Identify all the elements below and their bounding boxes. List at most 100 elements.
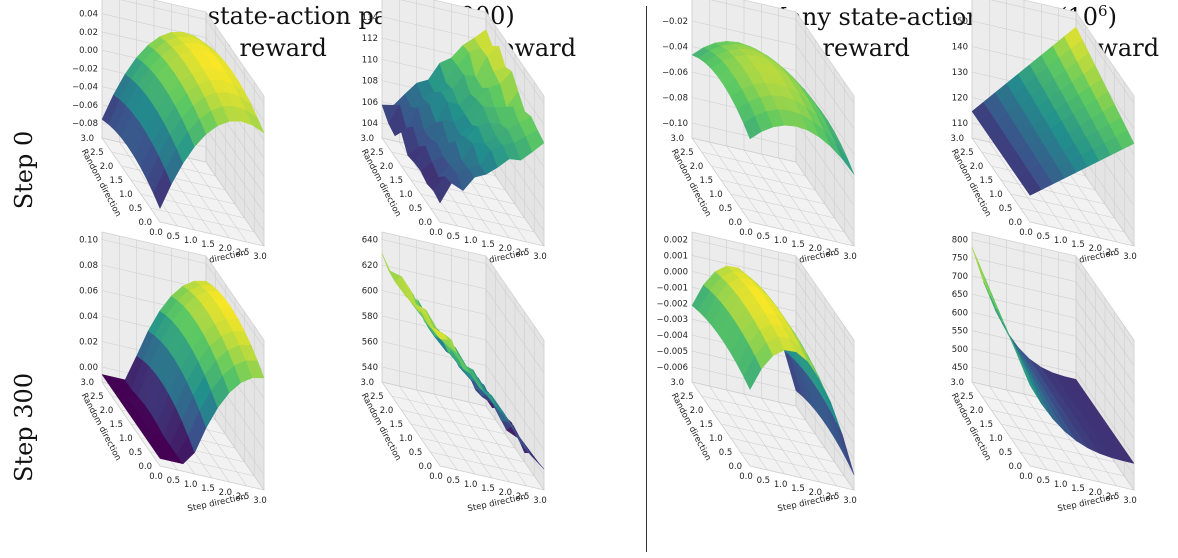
y-tick-label: 0.0 (1008, 218, 1022, 228)
x-tick-label: 2.0 (499, 244, 513, 254)
z-tick-label: 0.00 (669, 0, 688, 2)
y-tick-label: 0.5 (999, 448, 1013, 458)
x-tick-label: 1.5 (791, 240, 805, 250)
y-tick-label: 1.5 (389, 420, 403, 430)
surface-facet (245, 360, 265, 379)
x-tick-label: 3.0 (253, 496, 267, 506)
x-tick-label: 1.0 (464, 480, 478, 490)
z-tick-label: 120 (952, 94, 968, 104)
x-tick-label: 0.0 (739, 228, 753, 238)
y-tick-label: 1.5 (109, 420, 123, 430)
x-tick-label: 3.0 (253, 252, 267, 262)
surface-plot-svg: 0.0 0.5 1.0 1.5 2.0 2.5 3.00.00.51.01.52.02.53… (72, 0, 267, 270)
z-tick-label: 114 (362, 13, 378, 23)
y-tick-label: 2.0 (690, 162, 704, 172)
surface-facet (1115, 450, 1135, 464)
z-tick-label: 0.001 (664, 251, 688, 261)
x-tick-label: 0.0 (429, 472, 443, 482)
y-tick-label: 3.0 (80, 134, 94, 144)
z-tick-label: 108 (362, 77, 378, 87)
z-tick-label: 130 (952, 68, 968, 78)
group-divider (646, 6, 647, 552)
surface-plot-many-true-step300: 0.0 0.5 1.0 1.5 2.0 2.5 3.0 0.0 0.5 1.0 1.5 2.0 2.5 3… (946, 231, 1178, 552)
y-tick-label: 2.5 (680, 148, 694, 158)
z-tick-label: −0.005 (657, 347, 688, 357)
z-tick-label: −0.02 (662, 17, 688, 27)
z-tick-label: 160 (952, 0, 968, 2)
surface-mesh (971, 246, 1135, 464)
surface-plot-svg: 0.0 0.5 1.0 1.5 2.0 2.5 3.00.00.51.01.52.02.53… (359, 0, 547, 270)
surface-plot-svg: 0.0 0.5 1.0 1.5 2.0 2.5 3.00.00.51.01.52.02.53… (662, 0, 857, 270)
z-tick-label: −0.04 (72, 83, 98, 93)
x-tick-label: 2.5 (236, 492, 250, 502)
y-tick-label: 1.5 (979, 176, 993, 186)
surface-mesh (691, 40, 855, 175)
y-tick-label: 2.0 (380, 406, 394, 416)
y-tick-label: 2.0 (970, 162, 984, 172)
z-tick-label: 0.04 (79, 10, 98, 20)
gridlines (691, 0, 855, 247)
z-tick-label: −0.06 (662, 68, 688, 78)
x-tick-label: 0.0 (429, 228, 443, 238)
z-tick-label: −0.08 (72, 119, 98, 129)
surface-facet (525, 129, 545, 153)
z-tick-label: 106 (362, 98, 378, 108)
x-tick-label: 1.5 (791, 484, 805, 494)
z-tick-label: 540 (362, 363, 378, 373)
x-tick-label: 2.5 (1106, 248, 1120, 258)
x-tick-label: 0.5 (1037, 232, 1051, 242)
z-tick-label: −0.002 (657, 299, 688, 309)
x-tick-label: 0.5 (167, 232, 181, 242)
z-tick-label: 0.06 (79, 287, 98, 297)
x-tick-label: 0.5 (447, 476, 461, 486)
x-tick-label: 2.0 (809, 488, 823, 498)
y-tick-label: 2.0 (100, 162, 114, 172)
z-tick-label: 600 (952, 308, 968, 318)
z-tick-label: 0.06 (79, 0, 98, 2)
x-tick-label: 1.5 (481, 240, 495, 250)
y-tick-label: 1.5 (979, 420, 993, 430)
z-tick-label: 600 (362, 287, 378, 297)
x-axis-label: Step direction (467, 492, 527, 514)
y-tick-label: 1.5 (699, 176, 713, 186)
group-title-many-exponent: 6 (1098, 2, 1108, 20)
y-tick-label: 3.0 (670, 134, 684, 144)
y-tick-label: 0.5 (999, 204, 1013, 214)
x-tick-label: 2.0 (499, 488, 513, 498)
z-tick-label: 112 (362, 34, 378, 44)
surface-facet (245, 109, 265, 134)
x-tick-label: 2.0 (219, 244, 233, 254)
z-tick-label: 0.04 (79, 312, 98, 322)
y-tick-label: 0.0 (138, 218, 152, 228)
x-tick-label: 1.5 (1071, 240, 1085, 250)
surface-plot-many-true-step0: 0.0 0.5 1.0 1.5 2.0 2.5 3.0 0.0 0.5 1.0 1.5 2.0 2.5 3… (946, 0, 1178, 308)
x-tick-label: 1.0 (184, 480, 198, 490)
y-tick-label: 3.0 (80, 378, 94, 388)
surface-plot-few-true-step300: 0.0 0.5 1.0 1.5 2.0 2.5 3.0 0.0 0.5 1.0 1.5 2.0 2.5 3… (356, 231, 616, 552)
surface-mesh (101, 31, 265, 210)
z-tick-label: 750 (952, 254, 968, 264)
x-tick-label: 3.0 (533, 496, 547, 506)
z-tick-label: 110 (362, 55, 378, 65)
y-tick-label: 1.0 (119, 434, 133, 444)
y-tick-label: 0.0 (728, 462, 742, 472)
x-tick-label: 1.5 (201, 484, 215, 494)
y-tick-label: 1.0 (989, 434, 1003, 444)
y-tick-label: 2.0 (690, 406, 704, 416)
x-tick-label: 3.0 (1123, 496, 1137, 506)
group-title-many-end: ) (1107, 3, 1117, 31)
x-tick-label: 3.0 (843, 252, 857, 262)
surface-plot-few-true-step0: 0.0 0.5 1.0 1.5 2.0 2.5 3.0 0.0 0.5 1.0 1.5 2.0 2.5 3… (356, 0, 616, 308)
z-tick-label: −0.001 (657, 283, 688, 293)
y-tick-label: 2.5 (90, 148, 104, 158)
y-tick-label: 1.5 (389, 176, 403, 186)
y-tick-label: 1.0 (119, 190, 133, 200)
z-tick-label: 0.08 (79, 261, 98, 271)
z-tick-label: −0.06 (72, 101, 98, 111)
y-tick-label: 3.0 (360, 134, 374, 144)
y-tick-label: 2.5 (960, 148, 974, 158)
x-tick-label: 3.0 (843, 496, 857, 506)
x-tick-label: 1.0 (1054, 236, 1068, 246)
z-tick-label: 560 (362, 338, 378, 348)
y-tick-label: 2.5 (90, 392, 104, 402)
